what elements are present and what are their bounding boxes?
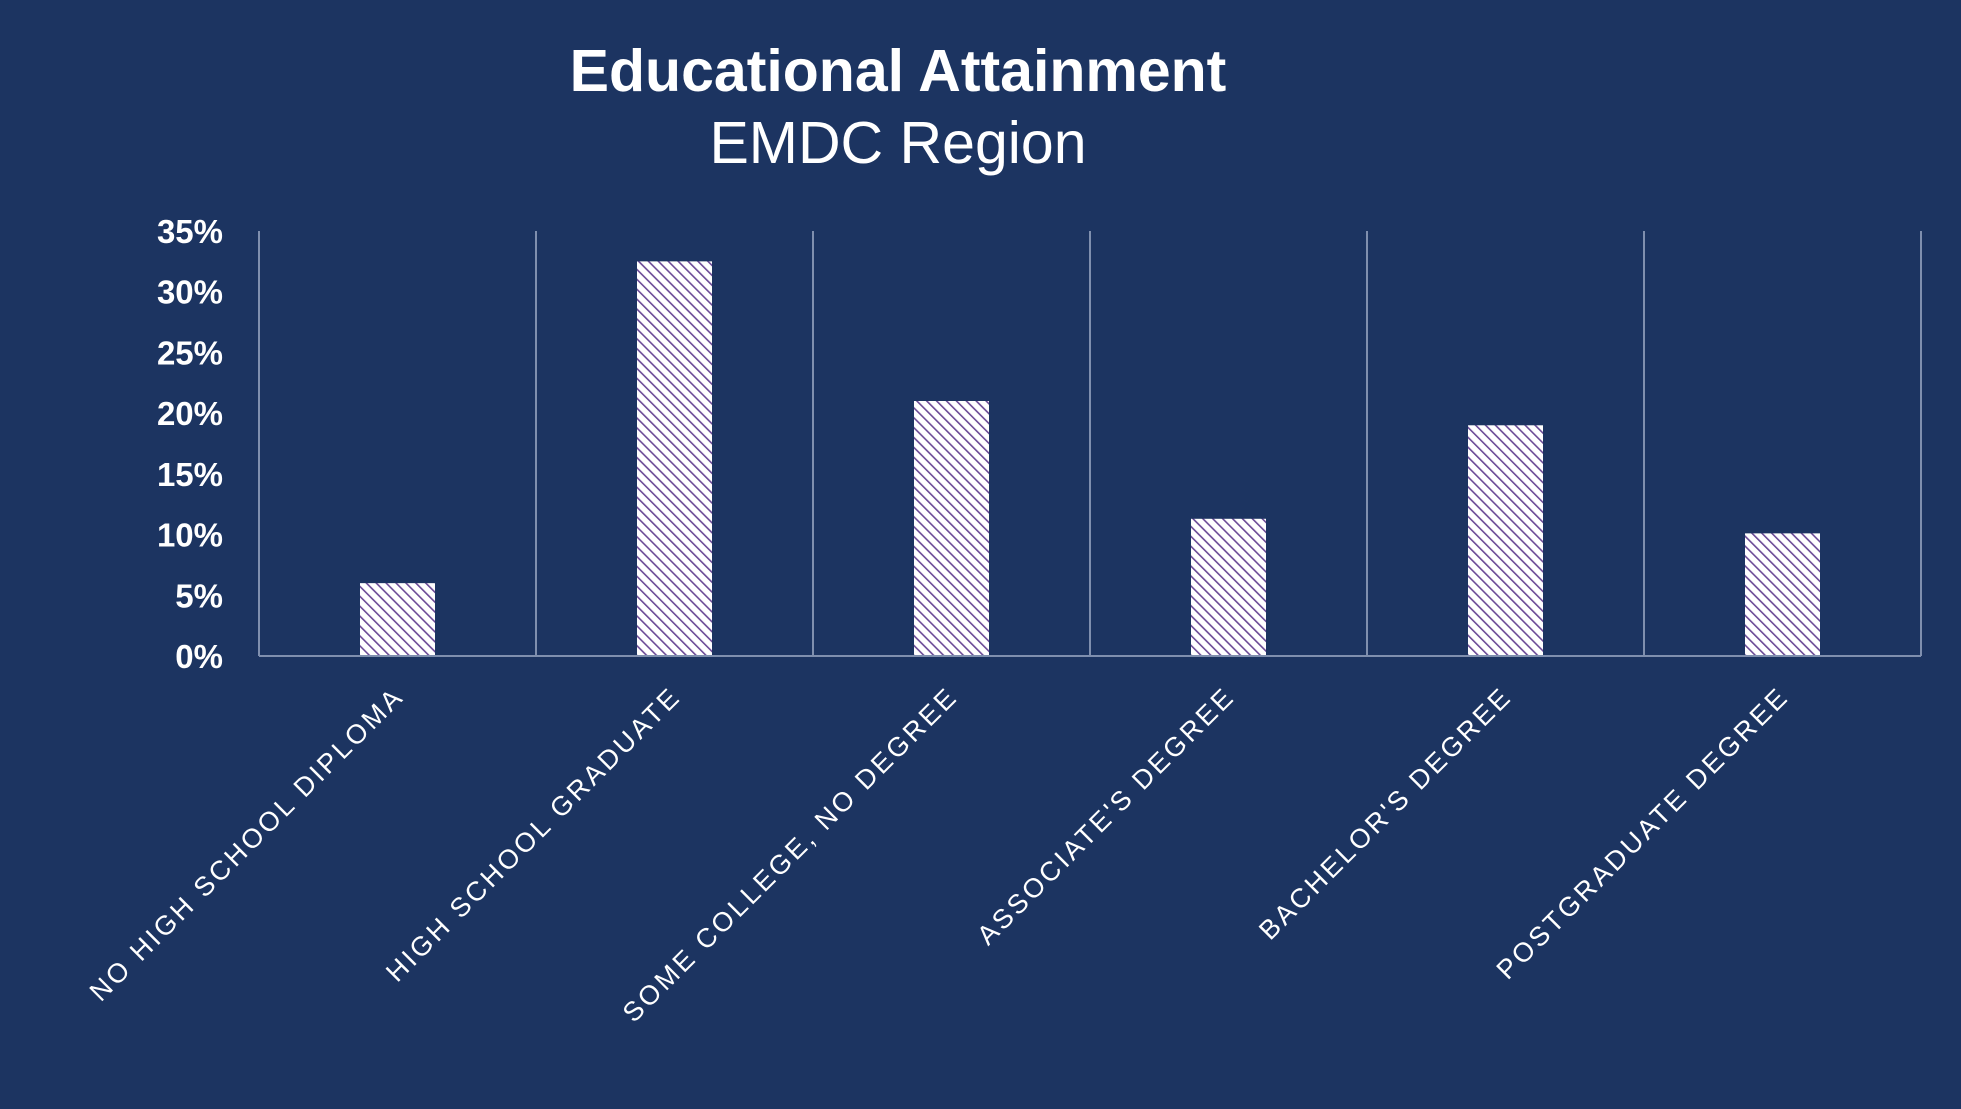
bar-1 xyxy=(637,261,712,656)
x-tick-label: BACHELOR'S DEGREE xyxy=(1253,681,1518,946)
gridlines xyxy=(258,231,1922,656)
x-tick-label: SOME COLLEGE, NO DEGREE xyxy=(617,681,964,1028)
x-tick-label: POSTGRADUATE DEGREE xyxy=(1491,681,1795,985)
y-tick-label: 10% xyxy=(157,517,223,554)
x-tick-label: NO HIGH SCHOOL DIPLOMA xyxy=(84,681,410,1007)
bar-0 xyxy=(360,583,435,656)
chart-title: Educational Attainment xyxy=(570,38,1227,104)
bar-5 xyxy=(1745,533,1820,656)
y-tick-label: 15% xyxy=(157,456,223,493)
y-tick-label: 20% xyxy=(157,395,223,432)
x-tick-label: HIGH SCHOOL GRADUATE xyxy=(380,681,687,988)
bar-4 xyxy=(1468,425,1543,656)
y-tick-label: 35% xyxy=(157,213,223,250)
y-tick-label: 5% xyxy=(175,577,223,614)
chart-subtitle: EMDC Region xyxy=(709,110,1086,176)
bar-2 xyxy=(914,401,989,656)
y-tick-label: 25% xyxy=(157,334,223,371)
y-tick-label: 30% xyxy=(157,274,223,311)
y-tick-label: 0% xyxy=(175,638,223,675)
bars xyxy=(360,261,1820,656)
bar-3 xyxy=(1191,518,1266,656)
x-tick-label: ASSOCIATE'S DEGREE xyxy=(971,681,1241,951)
y-axis-ticks: 0% 5% 10% 15% 20% 25% 30% 35% xyxy=(157,213,223,675)
